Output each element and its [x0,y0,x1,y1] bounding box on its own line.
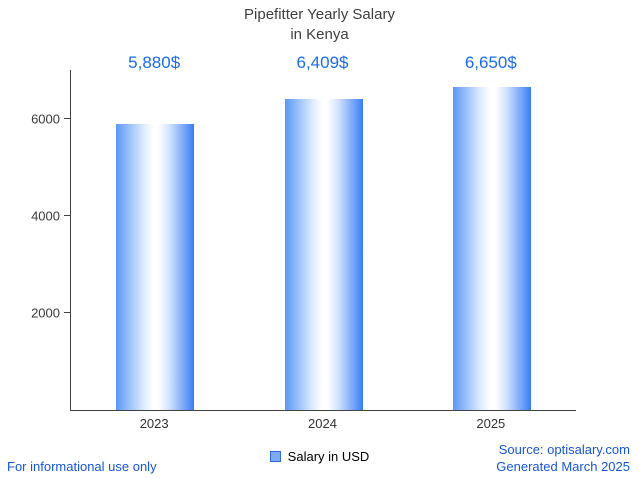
y-tick-label: 4000 [31,208,60,224]
bar-value-label-2025: 6,650$ [464,53,517,72]
legend-swatch-icon [269,451,281,462]
x-axis-labels: 2023 2024 2025 [70,416,575,431]
source-link[interactable]: Source: optisalary.com [498,442,630,458]
y-tick-mark [64,118,71,120]
y-tick-mark [64,312,71,314]
chart-title-line2: in Kenya [290,25,349,43]
y-tick-label: 2000 [31,305,60,321]
plot-area: 2000 4000 6000 [31,70,576,411]
x-axis-label-2024: 2024 [308,416,337,431]
bar-value-label-2023: 5,880$ [128,53,181,72]
generated-date: Generated March 2025 [496,459,630,475]
bar-2023 [116,124,195,410]
bar-2025 [452,87,531,410]
bar-value-labels: 5,880$ 6,409$ 6,650$ [70,53,575,73]
x-axis-label-2025: 2025 [476,416,506,431]
y-tick-mark [64,215,71,217]
source-block: Source: optisalary.com Generated March 2… [496,442,630,476]
chart-title-line1: Pipefitter Yearly Salary [244,6,395,23]
bar-2024 [284,98,363,410]
x-axis-label-2023: 2023 [139,416,169,431]
disclaimer-note: For informational use only [7,459,157,474]
legend-label: Salary in USD [287,449,370,464]
y-tick-label: 6000 [31,111,60,127]
legend: Salary in USD [0,449,639,464]
bar-value-label-2024: 6,409$ [296,53,349,72]
chart-title: Pipefitter Yearly Salary in Kenya [0,5,639,44]
